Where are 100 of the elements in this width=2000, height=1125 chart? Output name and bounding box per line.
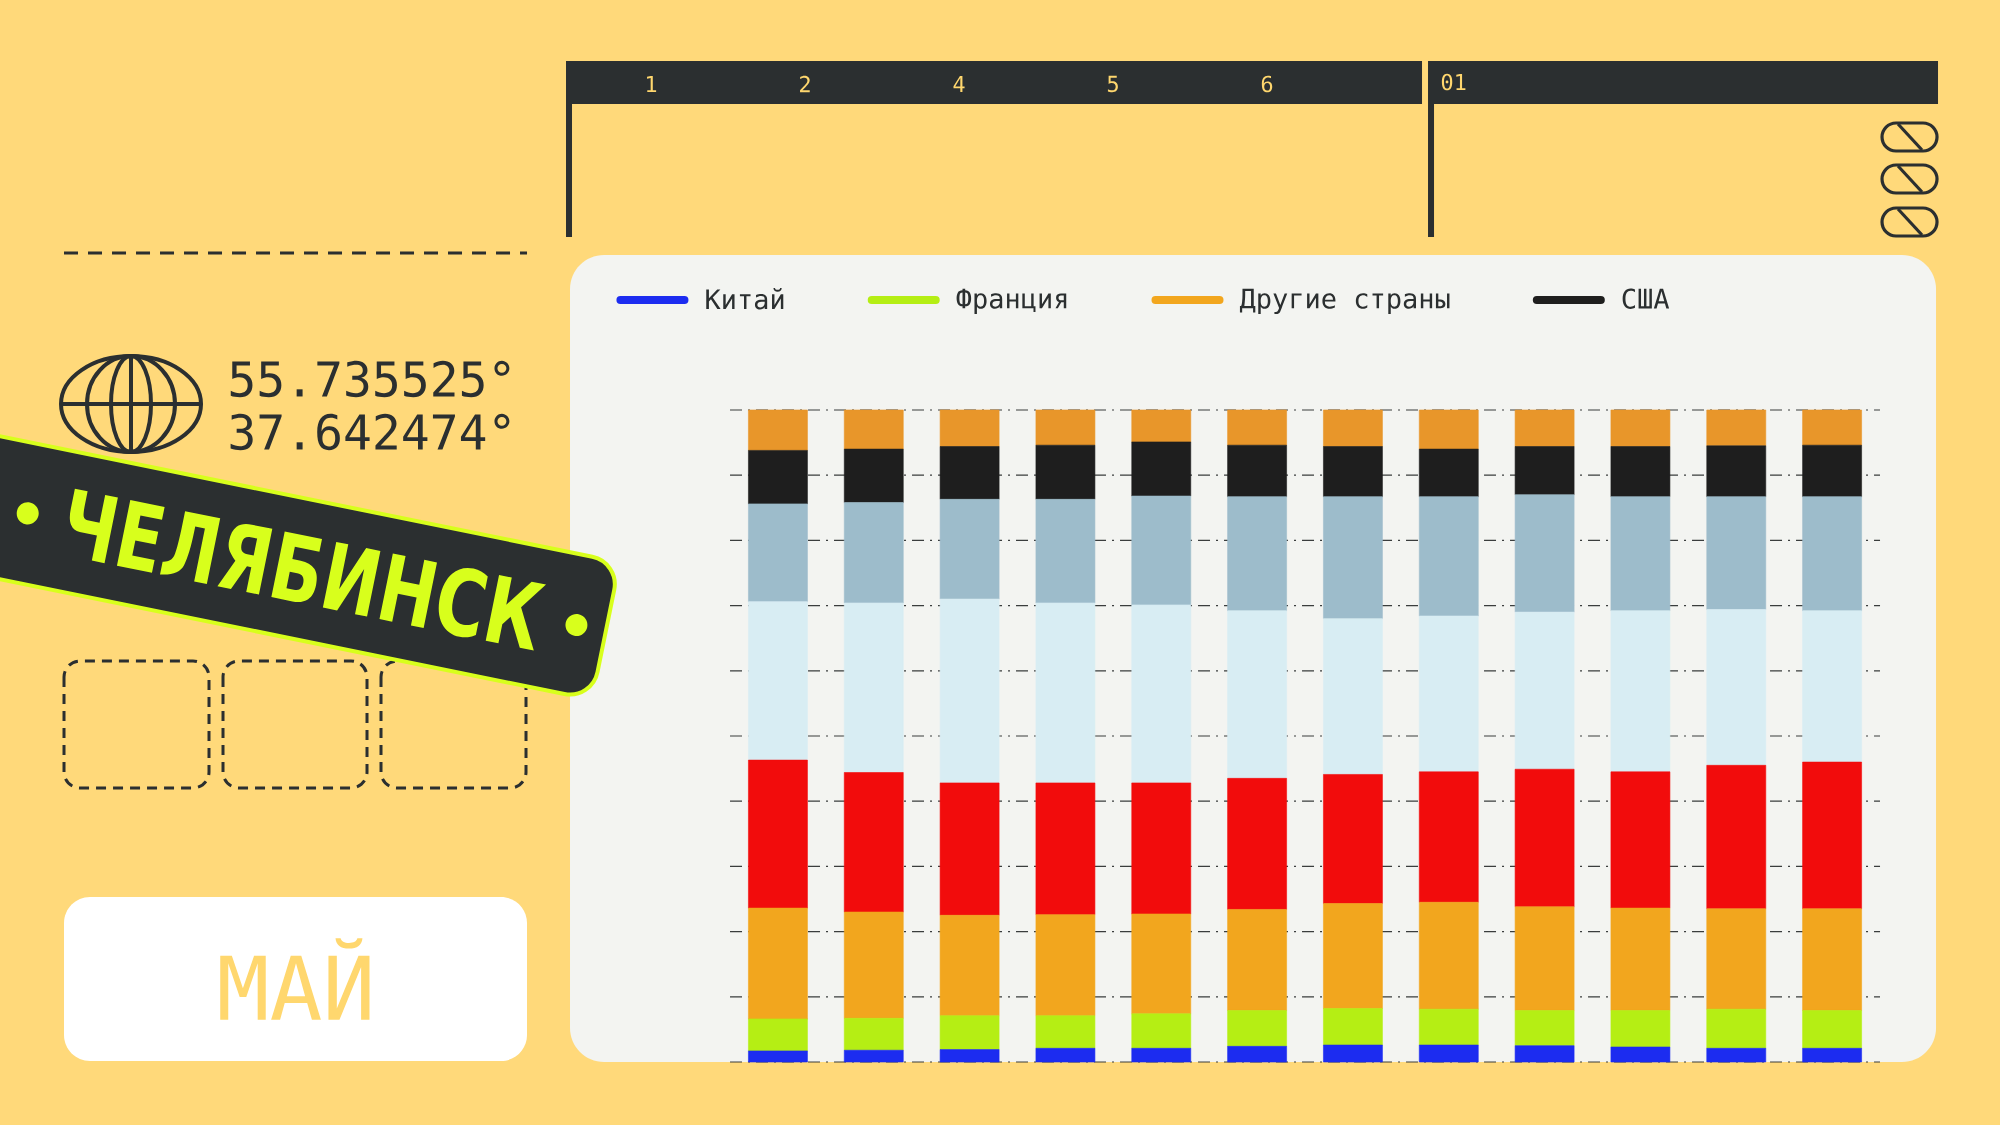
bar: [1610, 771, 1671, 909]
text: 4: [953, 75, 965, 93]
bar: [1514, 906, 1575, 1011]
bar: [1706, 765, 1767, 910]
bar: [748, 1018, 808, 1052]
bar: [1227, 444, 1287, 498]
bar: [1227, 409, 1287, 446]
bar: [1802, 761, 1862, 910]
bar: [1323, 1044, 1383, 1063]
bar: [748, 450, 808, 505]
bar: [843, 502, 904, 604]
bar: [1610, 1010, 1671, 1048]
bar: [1418, 496, 1479, 617]
bar: [843, 602, 904, 773]
bar: [1610, 907, 1671, 1011]
bar: [939, 1015, 1000, 1050]
bar: [1706, 609, 1767, 766]
bar: [1323, 903, 1383, 1009]
bar: [1131, 441, 1192, 497]
bar: [1131, 495, 1192, 606]
bar: [1802, 1048, 1862, 1063]
legend-label: Другие страны: [1239, 288, 1450, 314]
text: МАЙ: [220, 938, 370, 1020]
bar: [1802, 444, 1862, 498]
bar: [1802, 1010, 1862, 1049]
bar: [1418, 409, 1479, 450]
bar: [1610, 409, 1671, 447]
bar: [1610, 446, 1671, 498]
bar: [1418, 1008, 1479, 1046]
bar: [1706, 409, 1767, 447]
bar: [1514, 409, 1575, 447]
bar: [1802, 908, 1862, 1011]
bar: [1131, 1013, 1192, 1049]
bar: [1706, 496, 1767, 610]
bar: [748, 503, 808, 602]
bar: [1035, 602, 1096, 784]
bar: [1514, 768, 1575, 908]
bar: [1131, 913, 1192, 1015]
bar: [1418, 901, 1479, 1010]
bar: [1802, 496, 1862, 612]
bar: [1418, 1044, 1479, 1063]
bar: [1610, 496, 1671, 612]
bar: [843, 448, 904, 503]
text: 5: [1107, 75, 1118, 93]
bar: [939, 915, 1000, 1017]
bar: [1035, 444, 1096, 500]
bar: [1514, 611, 1575, 770]
bar: [748, 409, 808, 451]
bar: [1323, 618, 1383, 775]
bar: [748, 1050, 808, 1063]
bar: [1323, 774, 1383, 904]
bar: [1323, 1008, 1383, 1046]
bar: [843, 911, 904, 1019]
bar: [748, 759, 808, 909]
bar: [1227, 909, 1287, 1011]
bar: [1035, 1048, 1096, 1063]
bar: [1227, 1046, 1287, 1063]
bar: [748, 907, 808, 1020]
bar: [748, 601, 808, 761]
text: 55.735525°: [230, 360, 510, 398]
legend-label: Китай: [706, 287, 784, 310]
bar: [939, 409, 1000, 447]
bar: [1323, 446, 1383, 498]
bar: [939, 782, 1000, 916]
bar: [939, 446, 1000, 500]
bar: [1706, 1048, 1767, 1063]
bar: [1706, 908, 1767, 1010]
bar: [843, 409, 904, 450]
bar: [1035, 499, 1096, 604]
bar: [1131, 604, 1192, 784]
bar: [1131, 1048, 1192, 1063]
bar: [1227, 610, 1287, 779]
bar: [1035, 1015, 1096, 1049]
bar: [1706, 1008, 1767, 1049]
bar: [939, 598, 1000, 784]
legend-label: США: [1622, 288, 1670, 309]
bar: [843, 1018, 904, 1051]
bar: [1610, 610, 1671, 773]
bar: [1323, 409, 1383, 447]
text: 6: [1261, 75, 1273, 93]
bar: [1227, 778, 1287, 910]
bar: [939, 499, 1000, 600]
bar: [1131, 409, 1192, 443]
bar: [1610, 1046, 1671, 1063]
legend-label: Франция: [956, 288, 1067, 314]
bar: [1514, 494, 1575, 613]
bar: [1418, 615, 1479, 773]
bar: [1418, 448, 1479, 498]
bar: [1035, 914, 1096, 1017]
bar: [1418, 771, 1479, 903]
bar: [1035, 409, 1096, 446]
text: 37.642474°: [230, 413, 510, 451]
bar: [1323, 496, 1383, 619]
text: 01: [1441, 73, 1466, 91]
bar: [843, 772, 904, 913]
bar: [1035, 782, 1096, 915]
bar: [1802, 409, 1862, 446]
bar: [1514, 1045, 1575, 1063]
bar: [939, 1049, 1000, 1063]
text: 2: [800, 75, 810, 93]
